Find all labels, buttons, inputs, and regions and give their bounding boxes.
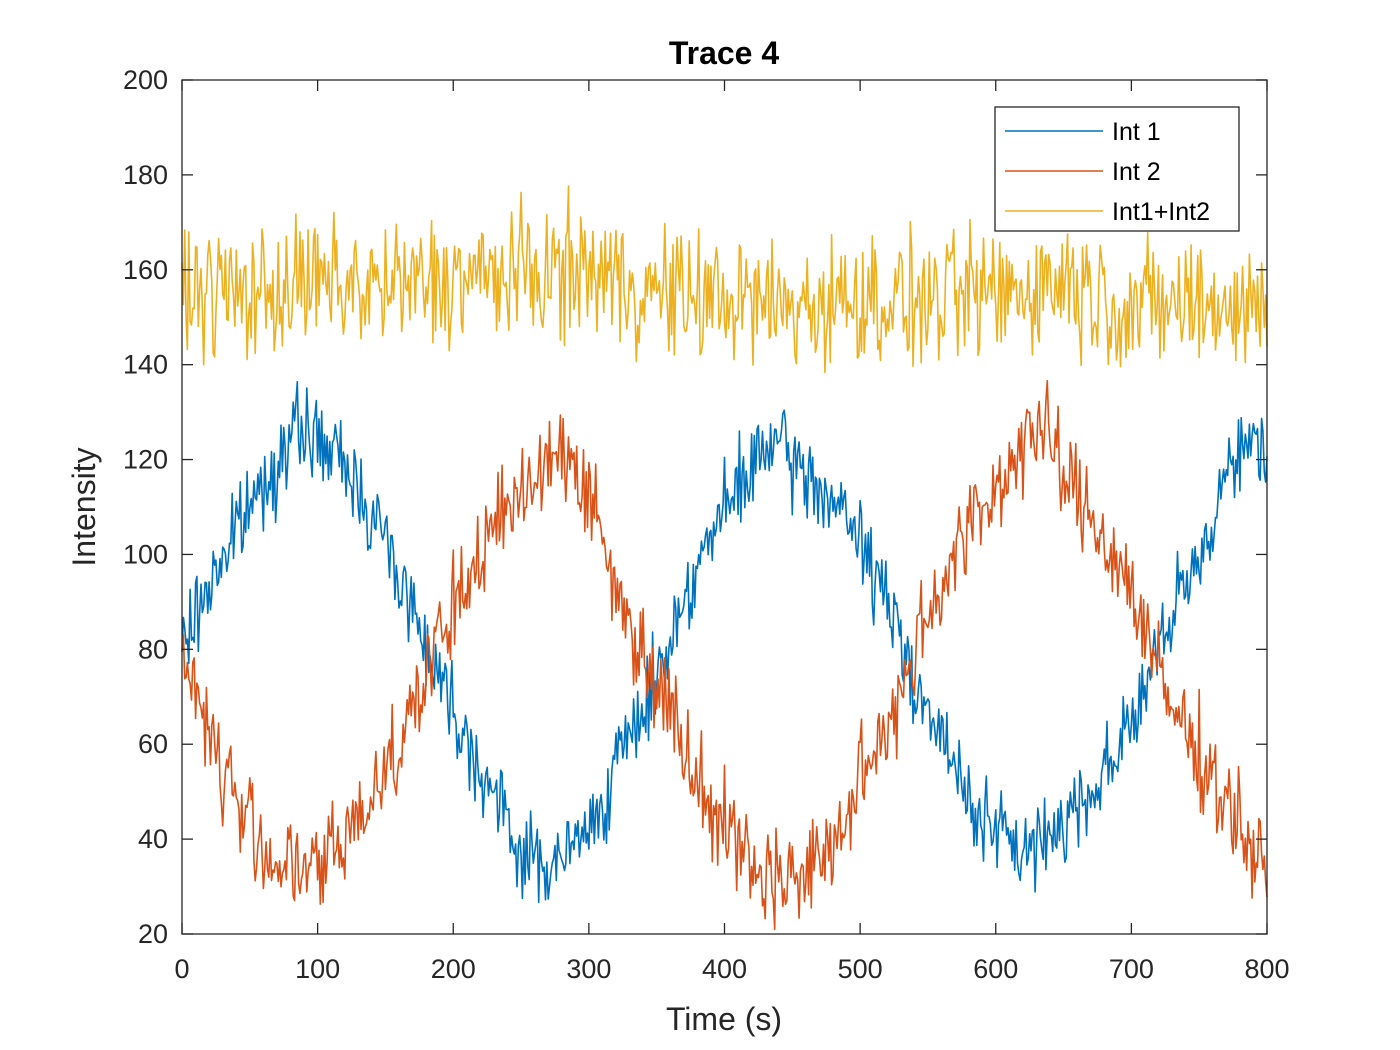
y-tick-label: 180: [123, 160, 168, 190]
y-tick-label: 20: [138, 919, 168, 949]
x-tick-label: 600: [973, 954, 1018, 984]
x-tick-label: 700: [1109, 954, 1154, 984]
x-tick-label: 400: [702, 954, 747, 984]
series-line-3: [181, 185, 1268, 374]
chart-title: Trace 4: [669, 35, 780, 71]
y-tick-label: 160: [123, 255, 168, 285]
y-axis-ticks: 20 40 60 80 100 120 140 160 180 200: [123, 65, 1267, 949]
plot-area: [181, 79, 1268, 935]
x-tick-label: 800: [1244, 954, 1289, 984]
series-line-1: [181, 380, 1268, 904]
legend: Int 1 Int 2 Int1+Int2: [994, 106, 1240, 232]
x-axis-ticks: 0 100 200 300 400 500 600 700 800: [174, 80, 1290, 984]
y-tick-label: 60: [138, 729, 168, 759]
y-tick-label: 40: [138, 824, 168, 854]
x-tick-label: 200: [431, 954, 476, 984]
x-axis-label: Time (s): [666, 1001, 782, 1037]
y-tick-label: 100: [123, 539, 168, 569]
y-tick-label: 120: [123, 445, 168, 475]
x-tick-label: 300: [566, 954, 611, 984]
y-tick-label: 140: [123, 350, 168, 380]
y-tick-label: 80: [138, 634, 168, 664]
x-tick-label: 100: [295, 954, 340, 984]
legend-label: Int 2: [1112, 158, 1161, 186]
series-line-2: [181, 379, 1268, 931]
y-tick-label: 200: [123, 65, 168, 95]
legend-label: Int 1: [1112, 118, 1161, 146]
y-axis-label: Intensity: [66, 447, 102, 566]
x-tick-label: 500: [838, 954, 883, 984]
x-tick-label: 0: [174, 954, 189, 984]
legend-label: Int1+Int2: [1112, 198, 1210, 226]
